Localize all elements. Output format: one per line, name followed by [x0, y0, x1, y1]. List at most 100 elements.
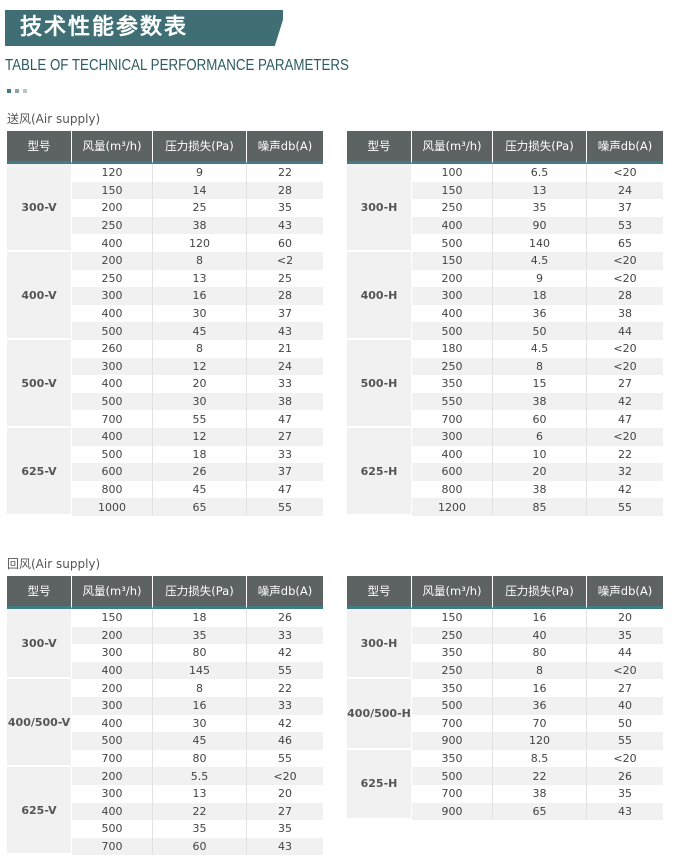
- table-cell: 40: [493, 626, 587, 645]
- table-cell: 300: [412, 428, 493, 446]
- column-header: 压力损失(Pa): [493, 131, 587, 164]
- table-cell: 33: [247, 626, 323, 645]
- table-cell: 250: [72, 269, 153, 288]
- table-cell: 400: [412, 216, 493, 235]
- column-header: 风量(m³/h): [412, 131, 493, 164]
- model-cell: 300-H: [347, 164, 412, 252]
- table-cell: 80: [153, 749, 247, 768]
- table-cell: 700: [412, 410, 493, 428]
- model-cell: 400/500-H: [347, 679, 412, 750]
- table-cell: 300: [72, 644, 153, 662]
- column-header: 风量(m³/h): [72, 576, 153, 609]
- table-cell: 300: [72, 357, 153, 376]
- table-cell: 12: [153, 357, 247, 376]
- table-cell: 25: [153, 199, 247, 217]
- table-cell: 250: [412, 626, 493, 645]
- table-cell: 65: [587, 234, 663, 252]
- table-cell: 9: [153, 164, 247, 182]
- column-header: 压力损失(Pa): [153, 131, 247, 164]
- table-cell: 44: [587, 644, 663, 662]
- table-cell: 90: [493, 216, 587, 235]
- table-cell: 900: [412, 802, 493, 821]
- table-cell: 13: [153, 785, 247, 803]
- table-cell: 13: [153, 269, 247, 288]
- table-cell: 200: [412, 269, 493, 288]
- table-cell: 30: [153, 304, 247, 323]
- table-cell: 18: [493, 287, 587, 305]
- table-cell: 500: [72, 322, 153, 340]
- table-cell: 145: [153, 661, 247, 680]
- model-cell: 300-V: [7, 609, 72, 680]
- table-cell: 16: [493, 679, 587, 697]
- table-cell: 28: [247, 287, 323, 305]
- table-cell: 800: [412, 480, 493, 499]
- table-cell: 20: [153, 375, 247, 393]
- table-cell: 200: [72, 626, 153, 645]
- page-title: 技术性能参数表: [20, 15, 189, 40]
- table-cell: 300: [72, 287, 153, 305]
- column-header: 压力损失(Pa): [153, 576, 247, 609]
- table-cell: 18: [153, 445, 247, 464]
- table-cell: 43: [247, 216, 323, 235]
- table-cell: 120: [493, 732, 587, 750]
- column-header: 风量(m³/h): [72, 131, 153, 164]
- table-cell: 5.5: [153, 767, 247, 785]
- table-cell: 16: [153, 697, 247, 715]
- table-cell: 16: [153, 287, 247, 305]
- table-cell: 32: [587, 463, 663, 481]
- table-cell: 33: [247, 375, 323, 393]
- table-cell: 65: [153, 498, 247, 516]
- table-cell: 45: [153, 322, 247, 340]
- table-cell: 250: [412, 357, 493, 376]
- table-cell: 24: [587, 181, 663, 200]
- table-cell: 120: [153, 234, 247, 252]
- table-cell: 37: [247, 304, 323, 323]
- table-cell: 22: [247, 164, 323, 182]
- title-bar: [5, 10, 283, 46]
- table-cell: 46: [247, 732, 323, 750]
- column-header: 型号: [347, 131, 412, 164]
- table-cell: 50: [587, 714, 663, 733]
- table-cell: 85: [493, 498, 587, 516]
- table-cell: 250: [412, 661, 493, 680]
- table-cell: <20: [587, 357, 663, 376]
- table-cell: 22: [493, 767, 587, 785]
- table-cell: 100: [412, 164, 493, 182]
- table-cell: 500: [412, 322, 493, 340]
- deco-square: [23, 89, 27, 93]
- table-cell: 38: [493, 480, 587, 499]
- table-cell: 27: [587, 375, 663, 393]
- table-cell: 9: [493, 269, 587, 288]
- table-cell: 500: [72, 392, 153, 411]
- table-cell: <20: [587, 428, 663, 446]
- model-cell: 500-V: [7, 340, 72, 428]
- table-cell: 700: [72, 410, 153, 428]
- table-cell: 42: [587, 480, 663, 499]
- table-cell: 33: [247, 445, 323, 464]
- table-cell: 60: [493, 410, 587, 428]
- table-cell: 8: [493, 661, 587, 680]
- table-cell: 65: [493, 802, 587, 821]
- table-cell: 43: [587, 802, 663, 821]
- deco-square: [15, 89, 19, 93]
- model-cell: 625-V: [7, 428, 72, 516]
- table-cell: 8: [153, 252, 247, 270]
- table-cell: 300: [72, 785, 153, 803]
- table-cell: 500: [412, 234, 493, 252]
- table-cell: 500: [72, 732, 153, 750]
- column-header: 噪声db(A): [587, 576, 663, 609]
- table-cell: 150: [412, 181, 493, 200]
- table-cell: 500: [72, 820, 153, 838]
- model-cell: 625-H: [347, 749, 412, 821]
- table-cell: 260: [72, 340, 153, 358]
- table-cell: <20: [587, 340, 663, 358]
- table-cell: 150: [412, 609, 493, 627]
- table-cell: 25: [247, 269, 323, 288]
- table-cell: 22: [587, 445, 663, 464]
- table-cell: 200: [72, 252, 153, 270]
- table-cell: 50: [493, 322, 587, 340]
- model-cell: 625-H: [347, 428, 412, 516]
- table-cell: 500: [412, 767, 493, 785]
- table-cell: 28: [247, 181, 323, 200]
- table-cell: 47: [247, 410, 323, 428]
